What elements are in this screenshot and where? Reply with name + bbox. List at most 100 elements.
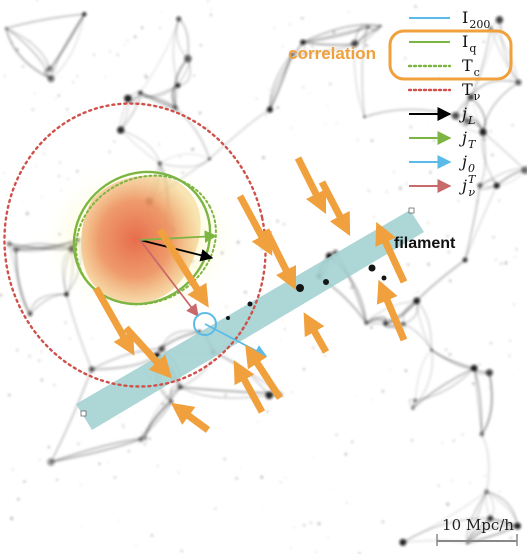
- web-particle: [255, 98, 258, 100]
- legend-label: jT ν: [459, 173, 477, 199]
- web-particle: [417, 291, 419, 294]
- web-particle: [34, 92, 36, 95]
- web-filament-strand: [269, 53, 293, 110]
- web-particle: [181, 171, 184, 174]
- web-particle: [38, 359, 41, 362]
- web-particle: [271, 96, 273, 98]
- web-filament-strand: [5, 27, 51, 70]
- tnu-ellipse: [3, 102, 267, 388]
- web-node: [183, 54, 192, 63]
- web-node: [479, 128, 487, 136]
- web-particle: [404, 369, 407, 372]
- web-particle: [472, 93, 474, 95]
- inflow-arrow: [318, 180, 351, 236]
- web-particle: [113, 140, 116, 143]
- web-filament-strand: [144, 386, 181, 439]
- web-filament-strand: [499, 19, 519, 83]
- web-particle: [483, 137, 486, 141]
- web-particle: [461, 433, 464, 436]
- web-particle: [327, 536, 329, 538]
- web-particle: [117, 416, 120, 419]
- inflow-arrow: [233, 360, 266, 414]
- web-particle: [47, 445, 51, 449]
- web-particle: [256, 421, 259, 423]
- web-particle: [124, 44, 126, 46]
- web-particle: [268, 88, 270, 91]
- web-particle: [67, 177, 70, 180]
- web-particle: [510, 76, 512, 78]
- legend-label: Tc: [462, 56, 480, 79]
- web-particle: [261, 509, 263, 511]
- web-particle: [290, 127, 292, 129]
- legend-item: jT ν: [409, 173, 477, 199]
- web-node: [411, 406, 415, 411]
- web-node: [401, 322, 406, 326]
- web-particle: [40, 350, 43, 353]
- inflow-arrow: [376, 279, 408, 342]
- web-node: [521, 166, 527, 175]
- web-particle: [478, 363, 481, 366]
- web-particle: [36, 0, 38, 1]
- web-particle: [198, 111, 202, 115]
- web-particle: [367, 189, 370, 192]
- web-node: [4, 26, 8, 30]
- web-particle: [54, 98, 56, 100]
- web-particle: [10, 517, 13, 520]
- web-particle: [457, 200, 460, 202]
- web-particle: [58, 161, 62, 164]
- web-particle: [456, 10, 458, 12]
- web-filament-strand: [127, 96, 177, 109]
- web-node: [466, 542, 469, 545]
- web-particle: [436, 245, 440, 248]
- web-filament-strand: [482, 131, 526, 171]
- web-particle: [370, 326, 373, 329]
- web-particle: [157, 464, 159, 467]
- web-node: [363, 115, 366, 119]
- web-particle: [76, 170, 79, 173]
- web-particle: [31, 108, 34, 111]
- web-particle: [76, 75, 78, 77]
- web-node: [208, 157, 211, 161]
- web-filament-strand: [14, 249, 31, 315]
- web-particle: [28, 310, 31, 313]
- legend-label: jT: [459, 128, 477, 151]
- web-particle: [509, 536, 512, 540]
- web-particle: [141, 26, 144, 29]
- legend-label: I200: [462, 8, 490, 31]
- web-particle: [77, 442, 80, 445]
- web-filament-strand: [49, 13, 86, 70]
- web-particle: [405, 182, 408, 185]
- web-filament-strand: [177, 58, 191, 87]
- web-filament-strand: [5, 13, 85, 29]
- web-particle: [498, 199, 501, 202]
- web-particle: [288, 23, 291, 25]
- web-node: [177, 384, 183, 390]
- web-particle: [511, 374, 513, 376]
- web-particle: [308, 92, 310, 94]
- web-particle: [302, 368, 306, 371]
- web-particle: [381, 520, 385, 524]
- web-filament-strand: [159, 158, 211, 168]
- web-filament-strand: [416, 300, 432, 350]
- web-particle: [491, 154, 494, 156]
- web-particle: [104, 76, 106, 78]
- web-particle: [210, 13, 213, 16]
- web-node: [463, 117, 471, 126]
- web-particle: [260, 248, 263, 250]
- web-particle: [106, 462, 109, 464]
- filament-knots: [226, 264, 387, 320]
- web-particle: [60, 76, 62, 78]
- web-particle: [336, 122, 338, 124]
- web-node: [265, 391, 274, 400]
- i200-circle: [193, 312, 217, 336]
- web-particle: [169, 389, 171, 391]
- web-filament-strand: [8, 243, 31, 315]
- web-particle: [461, 526, 464, 528]
- web-particle: [191, 396, 194, 398]
- inflow-arrow: [294, 156, 327, 215]
- web-particle: [116, 53, 119, 56]
- web-particle: [281, 319, 283, 321]
- web-particle: [266, 410, 269, 413]
- inflow-arrow: [123, 325, 173, 379]
